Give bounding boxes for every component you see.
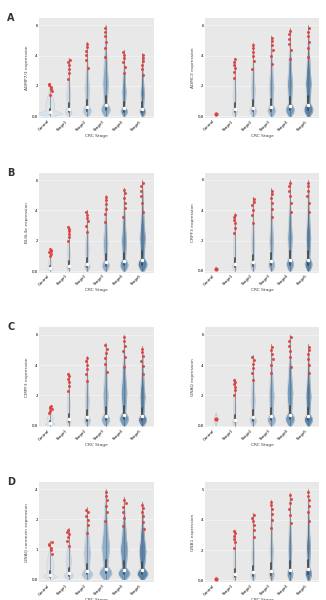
Y-axis label: CRPF3 expression: CRPF3 expression bbox=[191, 203, 195, 242]
Y-axis label: GNAQ connexin expression: GNAQ connexin expression bbox=[25, 503, 29, 562]
X-axis label: CRC Stage: CRC Stage bbox=[251, 134, 274, 137]
Text: B: B bbox=[7, 168, 14, 178]
X-axis label: CRC Stage: CRC Stage bbox=[251, 598, 274, 600]
X-axis label: CRC Stage: CRC Stage bbox=[85, 598, 108, 600]
Text: C: C bbox=[7, 322, 14, 332]
X-axis label: CRC Stage: CRC Stage bbox=[85, 134, 108, 137]
Text: D: D bbox=[7, 477, 15, 487]
Y-axis label: CMPF3 expression: CMPF3 expression bbox=[25, 358, 29, 397]
Y-axis label: ADMC3 expression: ADMC3 expression bbox=[191, 47, 195, 88]
Y-axis label: BLSL4e expression: BLSL4e expression bbox=[25, 202, 29, 243]
X-axis label: CRC Stage: CRC Stage bbox=[251, 289, 274, 292]
X-axis label: CRC Stage: CRC Stage bbox=[85, 443, 108, 447]
Y-axis label: GNB1 expression: GNB1 expression bbox=[191, 514, 195, 551]
Y-axis label: GNAQ expression: GNAQ expression bbox=[191, 358, 195, 396]
X-axis label: CRC Stage: CRC Stage bbox=[85, 289, 108, 292]
Text: A: A bbox=[7, 13, 15, 23]
Y-axis label: ADMP7/3 expression: ADMP7/3 expression bbox=[25, 46, 29, 90]
X-axis label: CRC Stage: CRC Stage bbox=[251, 443, 274, 447]
